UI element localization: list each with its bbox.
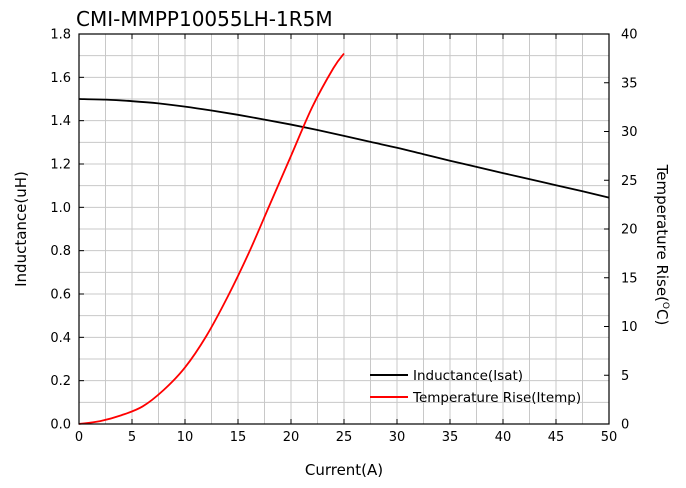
y-tick-label: 1.2 <box>50 158 71 173</box>
x-axis-label: Current(A) <box>305 461 383 479</box>
x-tick-label: 50 <box>601 430 618 445</box>
legend-label-inductance: Inductance(Isat) <box>413 368 523 384</box>
grid <box>79 34 609 424</box>
y2-axis-label: Temperature Rise(OC) <box>653 164 671 326</box>
x-tick-label: 5 <box>128 430 136 445</box>
y-tick-label: 1.0 <box>50 201 71 216</box>
y2-tick-label: 40 <box>621 28 638 43</box>
x-tick-label: 45 <box>548 430 565 445</box>
y2-axis-label-unit: C) <box>653 309 671 325</box>
y-tick-label: 1.4 <box>50 114 71 129</box>
x-tick-label: 20 <box>283 430 300 445</box>
y-tick-label: 0.8 <box>50 244 71 259</box>
y-tick-label: 0.0 <box>50 418 71 433</box>
y2-tick-label: 15 <box>621 271 638 286</box>
y2-axis-label-degree: O <box>660 302 670 309</box>
series-line-temperature <box>78 52 345 425</box>
y2-tick-label: 30 <box>621 125 638 140</box>
y-tick-label: 0.6 <box>50 288 71 303</box>
ticks: 0 5 10 15 20 25 30 35 40 45 500.00.20.40.60.81.01.… <box>50 28 637 446</box>
y2-tick-label: 25 <box>621 174 638 189</box>
x-tick-label: 30 <box>389 430 406 445</box>
y2-tick-label: 5 <box>621 369 629 384</box>
y2-tick-label: 20 <box>621 223 638 238</box>
series-line-inductance <box>78 98 610 199</box>
y-axis-label: Inductance(uH) <box>12 171 30 287</box>
x-tick-label: 15 <box>230 430 247 445</box>
y-tick-label: 1.8 <box>50 28 71 43</box>
y-tick-label: 0.2 <box>50 374 71 389</box>
y2-tick-label: 0 <box>621 418 629 433</box>
x-tick-label: 25 <box>336 430 353 445</box>
chart-title: CMI-MMPP10055LH-1R5M <box>76 7 333 31</box>
y-tick-label: 0.4 <box>50 331 71 346</box>
series-layer <box>78 52 610 425</box>
legend: Inductance(Isat) Temperature Rise(Itemp) <box>370 368 581 406</box>
legend-label-temperature: Temperature Rise(Itemp) <box>412 390 581 406</box>
x-tick-label: 35 <box>442 430 459 445</box>
y-tick-label: 1.6 <box>50 71 71 86</box>
x-tick-label: 40 <box>495 430 512 445</box>
x-tick-label: 0 <box>75 430 83 445</box>
y2-tick-label: 10 <box>621 320 638 335</box>
y2-axis-label-main: Temperature Rise( <box>653 164 671 302</box>
x-tick-label: 10 <box>177 430 194 445</box>
y2-tick-label: 35 <box>621 76 638 91</box>
